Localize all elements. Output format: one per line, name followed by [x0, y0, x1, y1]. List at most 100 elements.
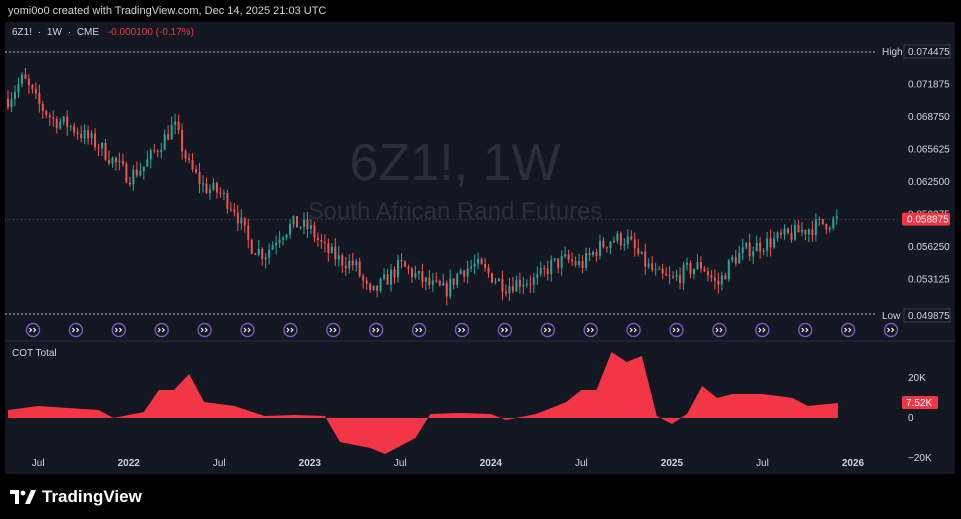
event-icon[interactable] — [669, 322, 684, 338]
event-icon[interactable] — [326, 322, 341, 338]
event-icon[interactable] — [454, 322, 470, 338]
candle-body — [125, 164, 128, 183]
candle-body — [107, 159, 110, 164]
candle-body — [414, 273, 417, 278]
candle-body — [773, 238, 776, 248]
time-tick-label: 2022 — [118, 458, 141, 469]
price-tick-label: 0.062500 — [908, 177, 950, 188]
candle-body — [34, 89, 37, 94]
candle-body — [59, 121, 62, 129]
event-icon[interactable] — [68, 322, 84, 338]
event-icon[interactable] — [25, 322, 41, 338]
event-icon[interactable] — [283, 322, 298, 338]
event-icon[interactable] — [840, 322, 856, 338]
event-icon-arrows — [501, 327, 509, 333]
candle-body — [299, 226, 302, 228]
event-icon-arrows — [672, 327, 680, 333]
candle-body — [665, 273, 668, 276]
event-icon[interactable] — [154, 322, 169, 338]
legend-ticker: 6Z1! — [12, 27, 32, 38]
time-axis[interactable]: Jul 2022 Jul 2023 Jul 2024 Jul 2025 Jul 2026 — [32, 458, 865, 469]
candle-body — [424, 277, 427, 282]
time-tick-label: Jul — [394, 458, 407, 469]
candle-body — [724, 275, 727, 280]
candle-body — [41, 104, 44, 112]
event-icon-circle — [326, 322, 341, 338]
event-icon[interactable] — [798, 322, 813, 338]
candle-body — [602, 240, 605, 248]
event-icon-arrows — [157, 327, 165, 333]
candle-body — [289, 224, 292, 235]
event-icon-arrows — [114, 327, 123, 333]
candle-body — [616, 233, 619, 241]
cot-area — [8, 352, 838, 454]
candle-body — [522, 284, 525, 287]
candle-body — [560, 256, 563, 268]
candle-body — [285, 234, 288, 238]
event-icon-arrows — [458, 327, 466, 333]
event-icon[interactable] — [883, 322, 899, 338]
candle-body — [609, 241, 612, 249]
event-icon[interactable] — [540, 322, 555, 338]
event-icon[interactable] — [626, 322, 641, 338]
event-icon-circle — [369, 322, 384, 338]
candle-body — [104, 142, 107, 160]
event-icon[interactable] — [369, 322, 384, 338]
event-icon[interactable] — [583, 322, 598, 338]
candle-body — [661, 268, 664, 274]
candle-body — [17, 83, 20, 93]
candle-body — [156, 150, 159, 152]
event-icon-arrows — [715, 327, 723, 333]
candle-body — [390, 269, 393, 285]
event-icon[interactable] — [111, 322, 127, 338]
candle-body — [181, 130, 184, 152]
candle-body — [97, 147, 100, 149]
candle-body — [264, 257, 267, 260]
legend-interval: 1W — [47, 27, 63, 38]
candle-body — [73, 126, 76, 133]
candle-body — [146, 159, 149, 167]
candle-body — [783, 228, 786, 235]
candle-body — [755, 242, 758, 252]
event-icon[interactable] — [497, 322, 513, 338]
cot-axis[interactable]: 20K 0 −20K — [908, 373, 932, 464]
candle-body — [372, 285, 375, 290]
event-icon[interactable] — [755, 322, 770, 338]
candle-body — [118, 160, 121, 163]
candle-body — [114, 157, 117, 163]
candle-body — [435, 280, 438, 282]
price-tick-label: 0.068750 — [908, 112, 950, 123]
candle-body — [546, 268, 549, 275]
event-icon-arrows — [329, 327, 337, 333]
event-icon[interactable] — [411, 322, 427, 338]
candle-body — [720, 275, 723, 285]
candle-body — [741, 247, 744, 254]
candle-body — [369, 283, 372, 290]
candle-body — [452, 278, 455, 285]
candle-body — [309, 225, 312, 229]
time-tick-label: Jul — [756, 458, 769, 469]
cot-last-bg — [902, 395, 938, 409]
candle-body — [233, 209, 236, 213]
candle-body — [832, 218, 835, 229]
event-icon-arrows — [844, 327, 852, 333]
candle-body — [174, 121, 177, 125]
low-value-bg — [903, 308, 951, 323]
event-icon[interactable] — [240, 322, 255, 338]
event-icon-circle — [454, 322, 470, 338]
candle-body — [198, 172, 201, 184]
event-icon[interactable] — [712, 322, 727, 338]
candle-body — [679, 275, 682, 283]
candle-body — [205, 183, 208, 193]
tradingview-brand[interactable]: TradingView — [10, 487, 142, 507]
cot-layer — [8, 352, 838, 454]
candle-body — [393, 269, 396, 278]
candle-body — [828, 228, 831, 230]
chart-area[interactable]: 6Z1!, 1W South African Rand Futures 6Z1!… — [5, 22, 955, 474]
event-icon-circle — [68, 322, 84, 338]
chart-svg[interactable]: 6Z1!, 1W South African Rand Futures 6Z1!… — [5, 22, 955, 474]
event-icon[interactable] — [197, 322, 212, 338]
candle-body — [341, 255, 344, 266]
watermark-title: 6Z1!, 1W — [350, 134, 561, 192]
candle-body — [236, 212, 239, 224]
